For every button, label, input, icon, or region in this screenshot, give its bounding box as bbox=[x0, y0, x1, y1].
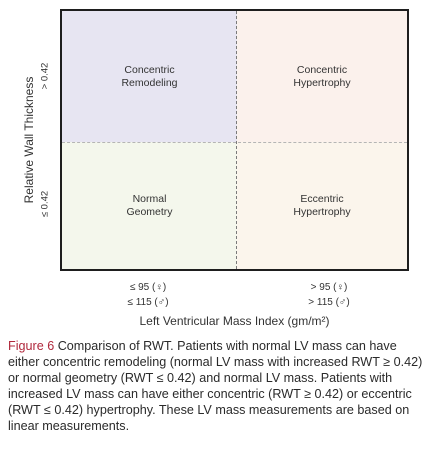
quadrant-concentric-hypertrophy: Concentric Hypertrophy bbox=[237, 11, 407, 142]
quadrant-normal-geometry: Normal Geometry bbox=[62, 142, 237, 269]
horizontal-divider bbox=[62, 142, 407, 143]
caption-text: Comparison of RWT. Patients with normal … bbox=[8, 339, 423, 433]
quadrant-label: Normal Geometry bbox=[126, 192, 173, 218]
quadrant-concentric-remodeling: Concentric Remodeling bbox=[62, 11, 237, 142]
figure-label: Figure 6 bbox=[8, 339, 55, 353]
x-axis-title: Left Ventricular Mass Index (gm/m²) bbox=[139, 314, 330, 328]
quadrant-label: Concentric Remodeling bbox=[121, 63, 178, 89]
vertical-divider bbox=[236, 11, 237, 269]
x-tick-increased-mass: > 95 (♀) > 115 (♂) bbox=[308, 282, 350, 308]
quadrant-label: Concentric Hypertrophy bbox=[293, 63, 351, 89]
quadrant-label: Eccentric Hypertrophy bbox=[293, 192, 351, 218]
y-tick-high-label: > 0.42 bbox=[39, 62, 51, 90]
figure-caption: Figure 6 Comparison of RWT. Patients wit… bbox=[8, 338, 426, 434]
y-axis-title-text: Relative Wall Thickness bbox=[22, 76, 36, 204]
quadrant-grid: Concentric Remodeling Concentric Hypertr… bbox=[60, 9, 409, 271]
quadrant-eccentric-hypertrophy: Eccentric Hypertrophy bbox=[237, 142, 407, 269]
y-tick-low-label: ≤ 0.42 bbox=[39, 190, 51, 218]
x-tick-normal-mass: ≤ 95 (♀) ≤ 115 (♂) bbox=[127, 282, 169, 308]
